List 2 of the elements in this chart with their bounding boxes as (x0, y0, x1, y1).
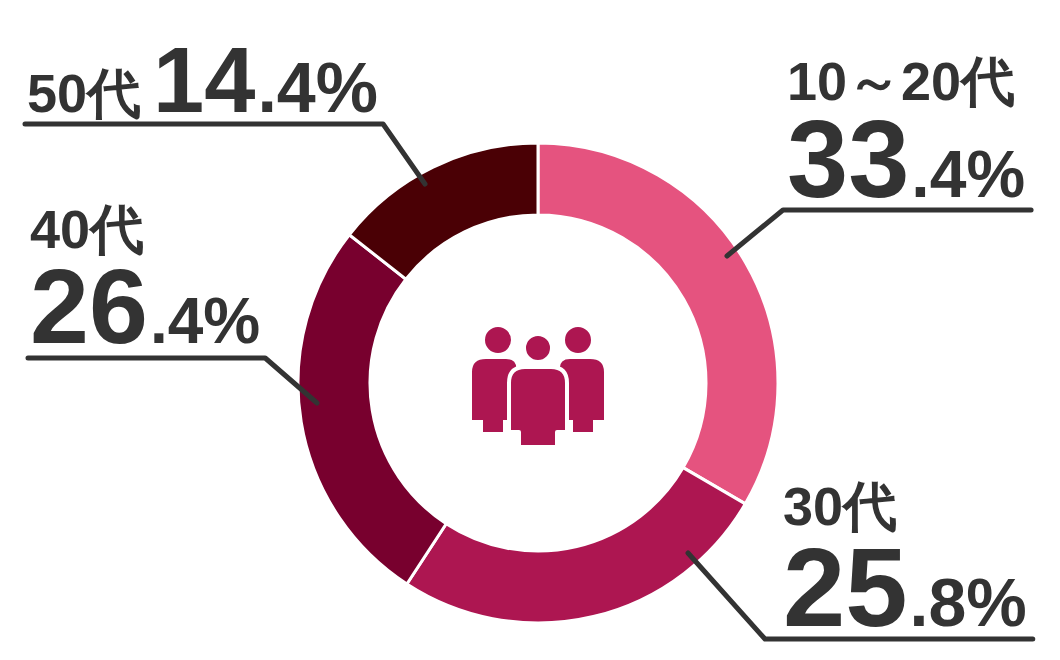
data-label: 14.4% (153, 29, 379, 131)
slice-label: 50代 (27, 63, 142, 123)
